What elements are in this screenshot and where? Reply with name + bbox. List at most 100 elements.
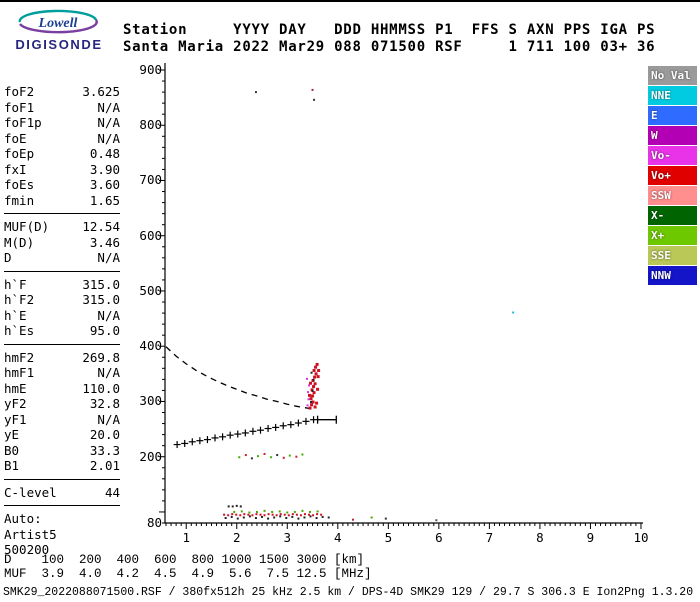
x-tick-label: 6 (435, 530, 443, 545)
param-row: foEp 0.48 (4, 146, 120, 162)
noise-specks (254, 88, 515, 522)
legend-entry-vo-: Vo- (648, 146, 697, 165)
param-row: foF1 N/A (4, 100, 120, 116)
param-row: M(D) 3.46 (4, 235, 120, 251)
param-value: N/A (97, 307, 120, 323)
param-row: B1 2.01 (4, 458, 120, 474)
param-value: 95.0 (89, 323, 120, 338)
param-label: foF1p (4, 115, 42, 130)
axis-lines (164, 63, 643, 524)
param-value: 315.0 (82, 292, 120, 307)
param-label: yF1 (4, 411, 27, 427)
es-trace-dark (224, 504, 330, 520)
param-value: N/A (97, 365, 120, 380)
param-label: M(D) (4, 234, 35, 250)
param-value: N/A (97, 130, 120, 146)
param-row: yF2 32.8 (4, 396, 120, 412)
param-label: foF2 (4, 84, 35, 99)
param-label: foEs (4, 177, 35, 192)
y-tick-label: 300 (139, 393, 162, 409)
x-tick-label: 1 (182, 530, 190, 545)
legend-entry-vo+: Vo+ (648, 166, 697, 185)
param-value: 315.0 (82, 276, 120, 292)
group-divider (4, 213, 120, 214)
param-value: 33.3 (89, 442, 120, 458)
param-label: Artist5 (4, 526, 57, 542)
param-value: 3.60 (89, 177, 120, 192)
param-value: 1.65 (89, 192, 120, 208)
parameter-panel: foF2 3.625 foF1 N/A foF1p N/A foE N/A foEp 0.48 fx… (4, 84, 120, 558)
param-row: hmE 110.0 (4, 381, 120, 397)
param-label: hmF1 (4, 365, 35, 380)
param-row: yE 20.0 (4, 427, 120, 443)
param-row: B0 33.3 (4, 443, 120, 459)
param-row: yF1 N/A (4, 412, 120, 428)
param-row: foF1p N/A (4, 115, 120, 131)
group-divider (4, 343, 120, 345)
param-label: h`E (4, 307, 27, 323)
param-label: h`F2 (4, 292, 35, 307)
param-row: C-level 44 (4, 485, 120, 501)
param-value: 269.8 (82, 349, 120, 365)
x-tick-label: 9 (586, 530, 595, 545)
param-label: h`F (4, 276, 27, 292)
param-row: D N/A (4, 250, 120, 266)
param-label: D (4, 250, 12, 265)
x-tick-label: 10 (633, 530, 649, 545)
param-value: 44 (104, 484, 120, 500)
param-label: yE (4, 427, 20, 442)
x-tick-label: 4 (334, 530, 342, 545)
param-label: Auto: (4, 511, 42, 526)
param-value: N/A (97, 99, 120, 115)
param-row: fxI 3.90 (4, 162, 120, 178)
param-row: h`F2 315.0 (4, 292, 120, 308)
param-value: 3.90 (89, 161, 120, 177)
param-label: h`Es (4, 323, 35, 338)
param-label: foEp (4, 146, 35, 161)
header-column-titles: Station YYYY DAY DDD HHMMSS P1 FFS S AXN… (123, 22, 656, 38)
es-second-reflection (238, 452, 304, 460)
param-label: B0 (4, 442, 20, 458)
param-value: 12.54 (82, 219, 120, 234)
x-tick-label: 2 (232, 530, 241, 545)
param-row: foF2 3.625 (4, 84, 120, 100)
param-row: Auto: (4, 511, 120, 527)
param-row: foEs 3.60 (4, 177, 120, 193)
param-value: 32.8 (89, 396, 120, 411)
param-value: 0.48 (89, 146, 120, 161)
group-divider (4, 270, 120, 272)
param-row: foE N/A (4, 131, 120, 147)
param-row: h`Es 95.0 (4, 323, 120, 339)
param-row: 500200 (4, 542, 120, 558)
legend-entry-x+: X+ (648, 226, 697, 245)
logo-swoosh-icon: Lowell (18, 9, 98, 34)
param-label: foF1 (4, 99, 35, 115)
axis-ticks (159, 69, 642, 529)
param-label: foE (4, 130, 27, 146)
y-tick-label: 900 (139, 62, 162, 77)
spread-f-echo-magenta (305, 377, 311, 407)
x-tick-label: 7 (485, 530, 494, 545)
param-label: yF2 (4, 396, 27, 411)
param-value: N/A (97, 250, 120, 265)
x-tick-label: 3 (283, 530, 292, 545)
param-value: N/A (97, 411, 120, 427)
param-label: hmF2 (4, 349, 35, 365)
param-label: fxI (4, 161, 27, 177)
legend-entry-w: W (648, 126, 697, 145)
y-tick-label: 800 (139, 117, 162, 133)
param-value: N/A (97, 115, 120, 130)
param-row: Artist5 (4, 527, 120, 543)
header-station-values: Santa Maria 2022 Mar29 088 071500 RSF 1 … (123, 39, 656, 55)
legend-entry-e: E (648, 106, 697, 125)
param-label: MUF(D) (4, 219, 50, 234)
y-tick-label: 200 (139, 448, 162, 464)
param-row: MUF(D) 12.54 (4, 219, 120, 235)
status-line: SMK29_2022088071500.RSF / 380fx512h 25 k… (3, 586, 694, 599)
legend-entry-sse: SSE (648, 246, 697, 265)
param-value: 3.46 (89, 234, 120, 250)
x-tick-label: 5 (384, 530, 393, 545)
es-trace-red (223, 513, 323, 517)
y-tick-label: 80 (146, 515, 162, 530)
param-row: h`E N/A (4, 308, 120, 324)
